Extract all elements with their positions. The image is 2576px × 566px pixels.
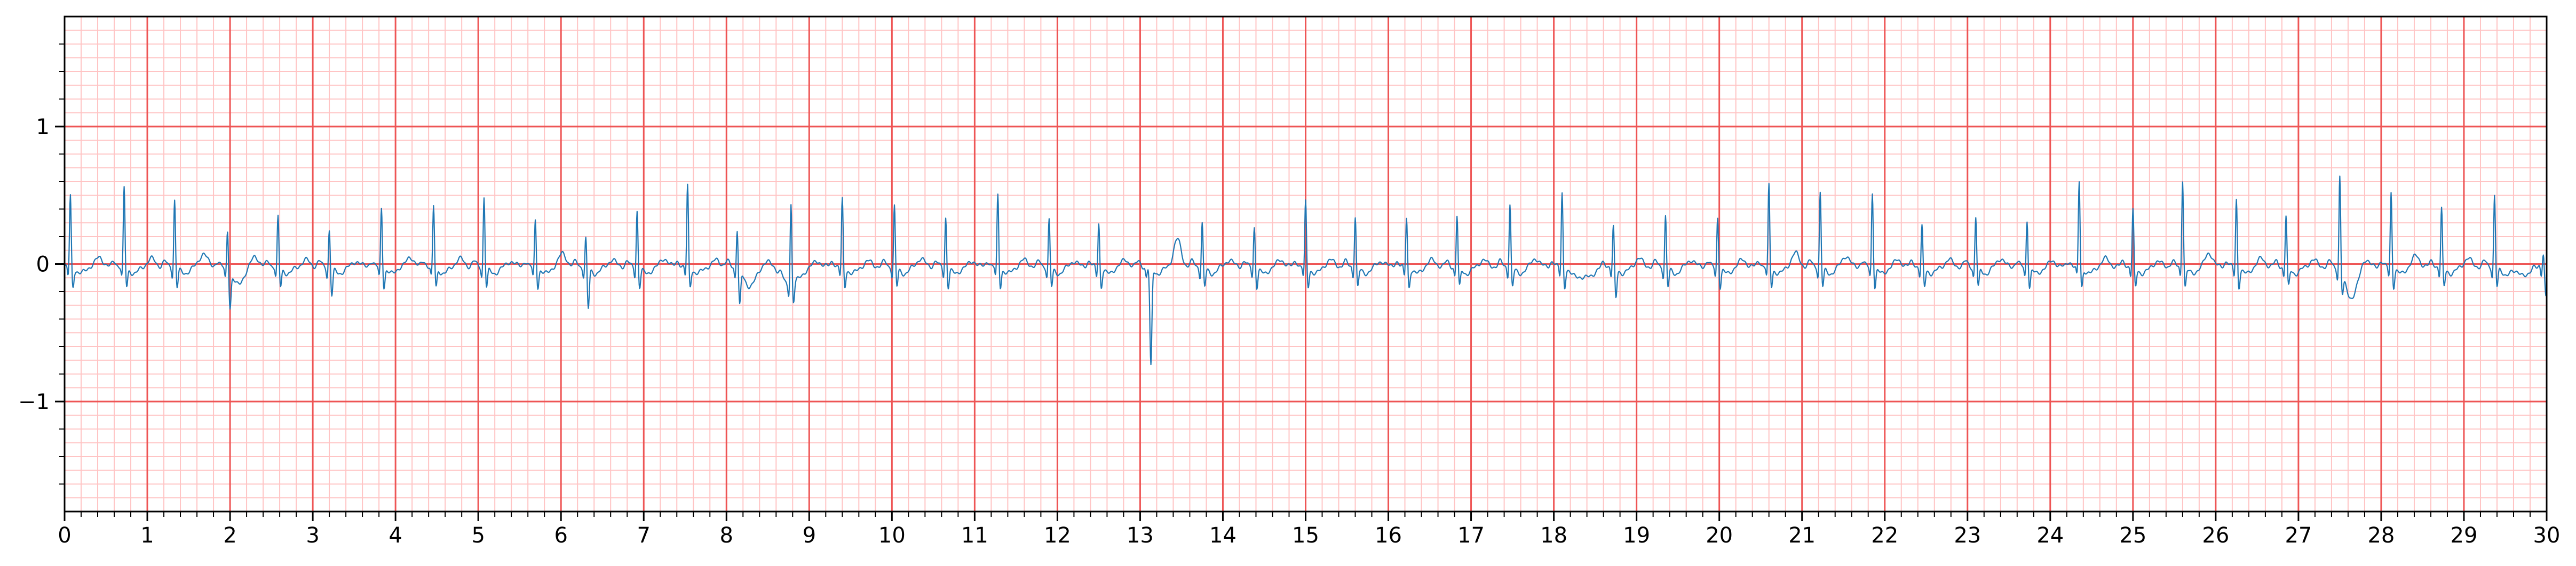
x-tick-label: 26: [2202, 523, 2229, 548]
x-tick-label: 8: [720, 523, 733, 548]
x-tick-label: 11: [961, 523, 988, 548]
x-tick-label: 23: [1954, 523, 1981, 548]
x-tick-label: 24: [2036, 523, 2064, 548]
x-tick-label: 4: [389, 523, 402, 548]
x-tick-label: 0: [58, 523, 71, 548]
x-tick-label: 14: [1209, 523, 1237, 548]
x-tick-label: 25: [2119, 523, 2146, 548]
x-tick-label: 10: [878, 523, 906, 548]
x-tick-label: 27: [2285, 523, 2312, 548]
x-tick-label: 29: [2451, 523, 2478, 548]
x-tick-label: 5: [471, 523, 485, 548]
x-tick-label: 19: [1623, 523, 1650, 548]
series-layer: [64, 175, 2548, 366]
y-axis: −1 0 1: [18, 43, 65, 485]
x-tick-label: 20: [1706, 523, 1733, 548]
x-tick-label: 30: [2533, 523, 2561, 548]
x-tick-label: 13: [1127, 523, 1154, 548]
x-tick-label: 2: [223, 523, 236, 548]
major-grid: [64, 17, 2548, 512]
ecg-series-line: [64, 175, 2548, 366]
x-tick-label: 7: [637, 523, 651, 548]
x-tick-label: 17: [1457, 523, 1485, 548]
y-tick-label: 1: [36, 115, 50, 139]
x-tick-label: 15: [1292, 523, 1319, 548]
x-tick-label: 9: [803, 523, 816, 548]
x-axis: 0 1 2 3 4 5 6 7 8 9 10 11 12 13 14 15 16 17 18 19 20 21 22 23 24…: [58, 512, 2560, 548]
x-tick-label: 12: [1044, 523, 1071, 548]
x-tick-label: 1: [140, 523, 154, 548]
y-tick-label: −1: [18, 390, 50, 414]
x-tick-label: 18: [1540, 523, 1567, 548]
x-tick-label: 21: [1788, 523, 1816, 548]
x-tick-label: 28: [2367, 523, 2395, 548]
x-tick-label: 22: [1871, 523, 1898, 548]
x-tick-label: 16: [1375, 523, 1402, 548]
x-tick-label: 6: [554, 523, 567, 548]
x-tick-label: 3: [306, 523, 319, 548]
y-tick-label: 0: [36, 253, 50, 277]
